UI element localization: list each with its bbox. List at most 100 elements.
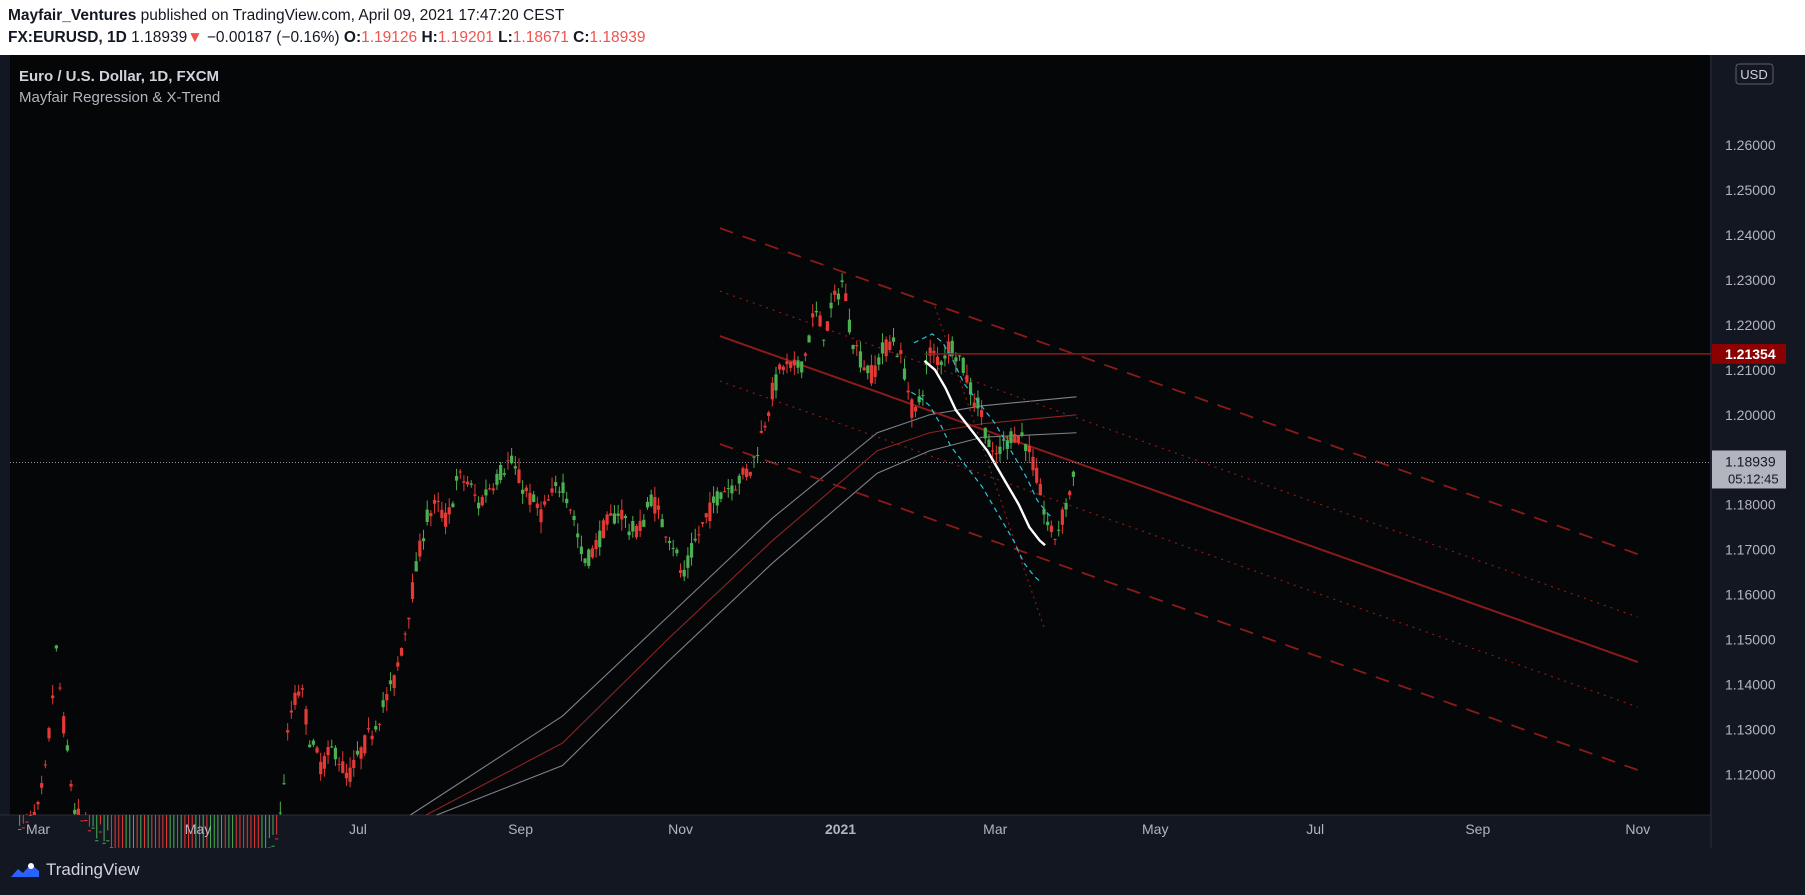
candle-body	[700, 522, 705, 524]
candle-body	[84, 820, 88, 822]
candle-body	[840, 280, 844, 282]
candle-body	[546, 499, 550, 501]
candle-body	[866, 365, 870, 374]
candle-body	[1057, 529, 1061, 531]
candle-body	[880, 342, 885, 354]
candle-body	[440, 509, 444, 519]
candle-body	[1060, 509, 1064, 525]
candle-body	[95, 840, 99, 842]
candle-body	[25, 821, 29, 823]
candle-body	[921, 395, 925, 397]
candle-body	[620, 509, 624, 520]
candle-body	[1046, 521, 1050, 526]
candle-body	[972, 402, 976, 408]
candle-body	[286, 730, 290, 733]
candle-body	[554, 482, 558, 487]
candle-body	[645, 501, 650, 508]
candle-body	[675, 549, 679, 554]
candle-body	[873, 365, 877, 377]
candle-body	[271, 845, 275, 847]
currency-badge[interactable]	[1735, 63, 1774, 85]
candle-body	[976, 397, 980, 409]
tradingview-logo-icon	[11, 863, 39, 877]
symbol-label[interactable]: FX:EURUSD, 1D	[8, 29, 127, 46]
candle-body	[961, 357, 965, 373]
indicator-name[interactable]: Mayfair Regression & X-Trend	[19, 89, 220, 106]
candle-body	[807, 335, 811, 343]
footer	[0, 848, 1805, 895]
candle-body	[778, 364, 782, 370]
candle-body	[436, 500, 440, 502]
candle-body	[326, 746, 330, 756]
price-tick-label: 1.17000	[1725, 542, 1776, 558]
candle-body	[862, 367, 866, 371]
candle-body	[686, 555, 690, 568]
candle-body	[660, 519, 664, 528]
candle-body	[410, 582, 415, 599]
candle-body	[792, 359, 796, 366]
tradingview-logo[interactable]: TradingView	[10, 860, 140, 880]
candle-body	[315, 747, 319, 753]
candle-body	[535, 503, 539, 509]
candle-body	[388, 680, 393, 685]
last-price-label: 1.18939	[1725, 453, 1776, 469]
candle-body	[443, 512, 448, 527]
candle-body	[910, 399, 914, 418]
candle-body	[403, 633, 407, 635]
price-axis[interactable]: 1.26000 1.25000 1.24000 1.23000 1.22000 1.210…	[1712, 137, 1786, 783]
publish-info: Mayfair_Ventures published on TradingVie…	[8, 7, 564, 25]
time-tick-label: Sep	[1465, 821, 1490, 837]
candle-body	[711, 496, 716, 503]
regression-outer-band	[719, 227, 1639, 556]
close-value: 1.18939	[589, 29, 646, 46]
candle-body	[1031, 456, 1035, 471]
candle-body	[69, 784, 73, 787]
sma-lower-band	[436, 432, 1077, 816]
candle-body	[1071, 471, 1076, 477]
candle-body	[80, 820, 84, 822]
candle-body	[502, 473, 506, 475]
candle-body	[289, 710, 293, 713]
candle-body	[814, 310, 818, 313]
price-tick-label: 1.24000	[1725, 227, 1776, 243]
candle-body	[565, 498, 569, 504]
candle-body	[429, 512, 433, 517]
candle-body	[396, 662, 400, 667]
price-chart[interactable]: 1.26000 1.25000 1.24000 1.23000 1.22000 1.210…	[0, 55, 1805, 848]
price-tick-label: 1.12000	[1725, 767, 1776, 783]
candle-body	[18, 828, 22, 830]
candle-body	[491, 488, 495, 491]
currency-badge-label: USD	[1740, 67, 1767, 82]
author-name[interactable]: Mayfair_Ventures	[8, 7, 137, 24]
candle-body	[510, 455, 514, 464]
candle-body	[822, 339, 826, 341]
candle-body	[943, 355, 947, 359]
time-tick-label: Nov	[1625, 821, 1650, 837]
candle-body	[495, 473, 499, 485]
candle-body	[359, 747, 363, 759]
candle-body	[932, 350, 936, 356]
candle-body	[399, 648, 404, 656]
candle-body	[737, 475, 741, 484]
candle-body	[656, 505, 661, 510]
candle-body	[858, 351, 863, 368]
x-trend-overlay	[911, 333, 1054, 582]
candle-body	[300, 688, 304, 690]
candle-body	[689, 543, 694, 558]
candle-body	[458, 471, 462, 473]
candle-body	[954, 357, 958, 362]
candle-body	[877, 357, 881, 365]
candle-body	[1053, 538, 1057, 540]
candle-body	[469, 483, 473, 485]
time-axis[interactable]: Mar May Jul Sep Nov 2021 Mar May Jul Sep Nov	[26, 821, 1650, 837]
candle-body	[576, 533, 580, 538]
candle-body	[774, 374, 778, 391]
price-tick-label: 1.15000	[1725, 632, 1776, 648]
candle-body	[748, 471, 752, 476]
candle-body	[836, 293, 841, 300]
low-value: 1.18671	[512, 29, 569, 46]
price-tick-label: 1.14000	[1725, 677, 1776, 693]
high-value: 1.19201	[437, 29, 494, 46]
candle-body	[87, 830, 92, 832]
candle-body	[587, 549, 591, 566]
